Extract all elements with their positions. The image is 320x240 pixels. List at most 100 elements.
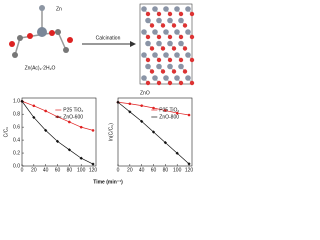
zn-label: Zn — [56, 6, 62, 12]
zn-atom — [145, 63, 151, 70]
zn-atom — [141, 52, 147, 58]
zn-atom — [185, 52, 191, 58]
zn-atom — [141, 75, 147, 81]
x-tick-label: 20 — [31, 167, 37, 173]
y-tick-label: 0.8 — [13, 112, 20, 118]
o-atom — [160, 23, 166, 28]
zn-atom — [145, 17, 151, 24]
product-label: ZnO — [140, 90, 150, 96]
plot-frame — [21, 97, 97, 167]
o-atom — [178, 80, 184, 86]
zn-atom — [174, 29, 180, 35]
o-atom — [145, 11, 151, 17]
marker — [79, 156, 83, 160]
legend-label: ZnO-800 — [159, 114, 179, 120]
x-tick-label: 80 — [67, 167, 73, 173]
marker — [164, 109, 167, 112]
zn-atom — [174, 6, 180, 12]
x-tick-label: 80 — [163, 167, 169, 173]
marker — [116, 100, 120, 104]
y-tick-label: 0.6 — [13, 124, 20, 130]
x-tick-label: 40 — [139, 167, 145, 173]
zn-atom — [163, 29, 169, 35]
arrow-head — [130, 41, 136, 47]
x-tick-label: 60 — [55, 167, 61, 173]
x-tick-label: 0 — [117, 167, 120, 173]
o-atom — [189, 34, 195, 40]
zn-atom — [174, 75, 180, 81]
zn-atom — [167, 40, 173, 47]
marker — [79, 125, 83, 129]
x-axis-label: Time (min⁻¹) — [93, 179, 123, 185]
o-atom — [189, 11, 195, 17]
marker — [140, 119, 144, 123]
zn-atom — [178, 63, 184, 70]
o-atom — [145, 57, 151, 63]
zn-atom — [167, 63, 173, 70]
marker — [128, 102, 132, 106]
marker — [20, 99, 24, 103]
marker — [67, 148, 71, 152]
zn-atom — [152, 75, 158, 81]
zn-atom — [156, 63, 162, 70]
zn-atom — [141, 6, 147, 12]
y-axis-label: C/C₀ — [3, 127, 9, 138]
zn-atom — [178, 40, 184, 47]
y-tick-label: 0.4 — [13, 137, 20, 143]
x-tick-label: 20 — [127, 167, 133, 173]
zn-atom — [185, 6, 191, 12]
marker — [175, 111, 179, 115]
o-atom — [189, 80, 195, 86]
o-atom — [149, 23, 155, 28]
o-atom — [160, 46, 166, 51]
marker — [140, 104, 143, 107]
x-tick-label: 120 — [89, 167, 98, 173]
zn-atom — [167, 17, 173, 24]
o-atom — [171, 46, 177, 51]
o-atom — [178, 11, 184, 17]
arrow-label: Calcination — [96, 35, 121, 41]
x-tick-label: 120 — [185, 167, 194, 173]
marker — [187, 162, 191, 166]
marker — [68, 120, 71, 124]
zn-atom — [152, 6, 158, 12]
legend-label: ZnO-600 — [63, 114, 83, 120]
o-atom — [171, 23, 177, 28]
o-atom — [167, 34, 173, 40]
o-atom — [167, 11, 173, 17]
legend-label: P25 TiO₂ — [159, 107, 179, 113]
y-axis-label: ln(C/C₀) — [108, 123, 114, 141]
crystal — [141, 6, 195, 86]
charts: 0 20 40 60 80 100 1200.00.20.40.60.81.0C/C₀Tim… — [3, 97, 194, 185]
x-tick-label: 40 — [43, 167, 49, 173]
o-atom — [178, 57, 184, 63]
marker — [32, 104, 36, 108]
o-atom — [182, 46, 188, 51]
o-atom — [171, 69, 177, 74]
marker — [44, 128, 48, 132]
o-atom — [149, 69, 155, 74]
o-atom — [167, 80, 173, 86]
zn-atom — [185, 29, 191, 35]
zn-atom — [163, 6, 169, 12]
zn-atom — [152, 52, 158, 58]
zn-atom — [152, 29, 158, 35]
o-atom — [156, 57, 162, 63]
zn-atom — [156, 40, 162, 47]
unit-cell — [139, 3, 193, 85]
marker — [187, 113, 191, 117]
precursor-label: Zn(Ac)₂·2H₂O — [25, 65, 56, 71]
marker — [152, 106, 155, 110]
o-atom — [156, 34, 162, 40]
marker — [175, 151, 179, 155]
y-tick-label: 0.2 — [13, 150, 20, 156]
marker — [151, 130, 156, 134]
o-atom — [156, 11, 162, 17]
o-atom — [182, 69, 188, 74]
legend-label: P25 TiO₂ — [63, 107, 83, 113]
zn-atom — [163, 52, 169, 58]
x-tick-label: 0 — [21, 167, 24, 173]
o-atom — [178, 34, 184, 40]
o-atom — [189, 57, 195, 63]
zn-atom — [163, 75, 169, 81]
